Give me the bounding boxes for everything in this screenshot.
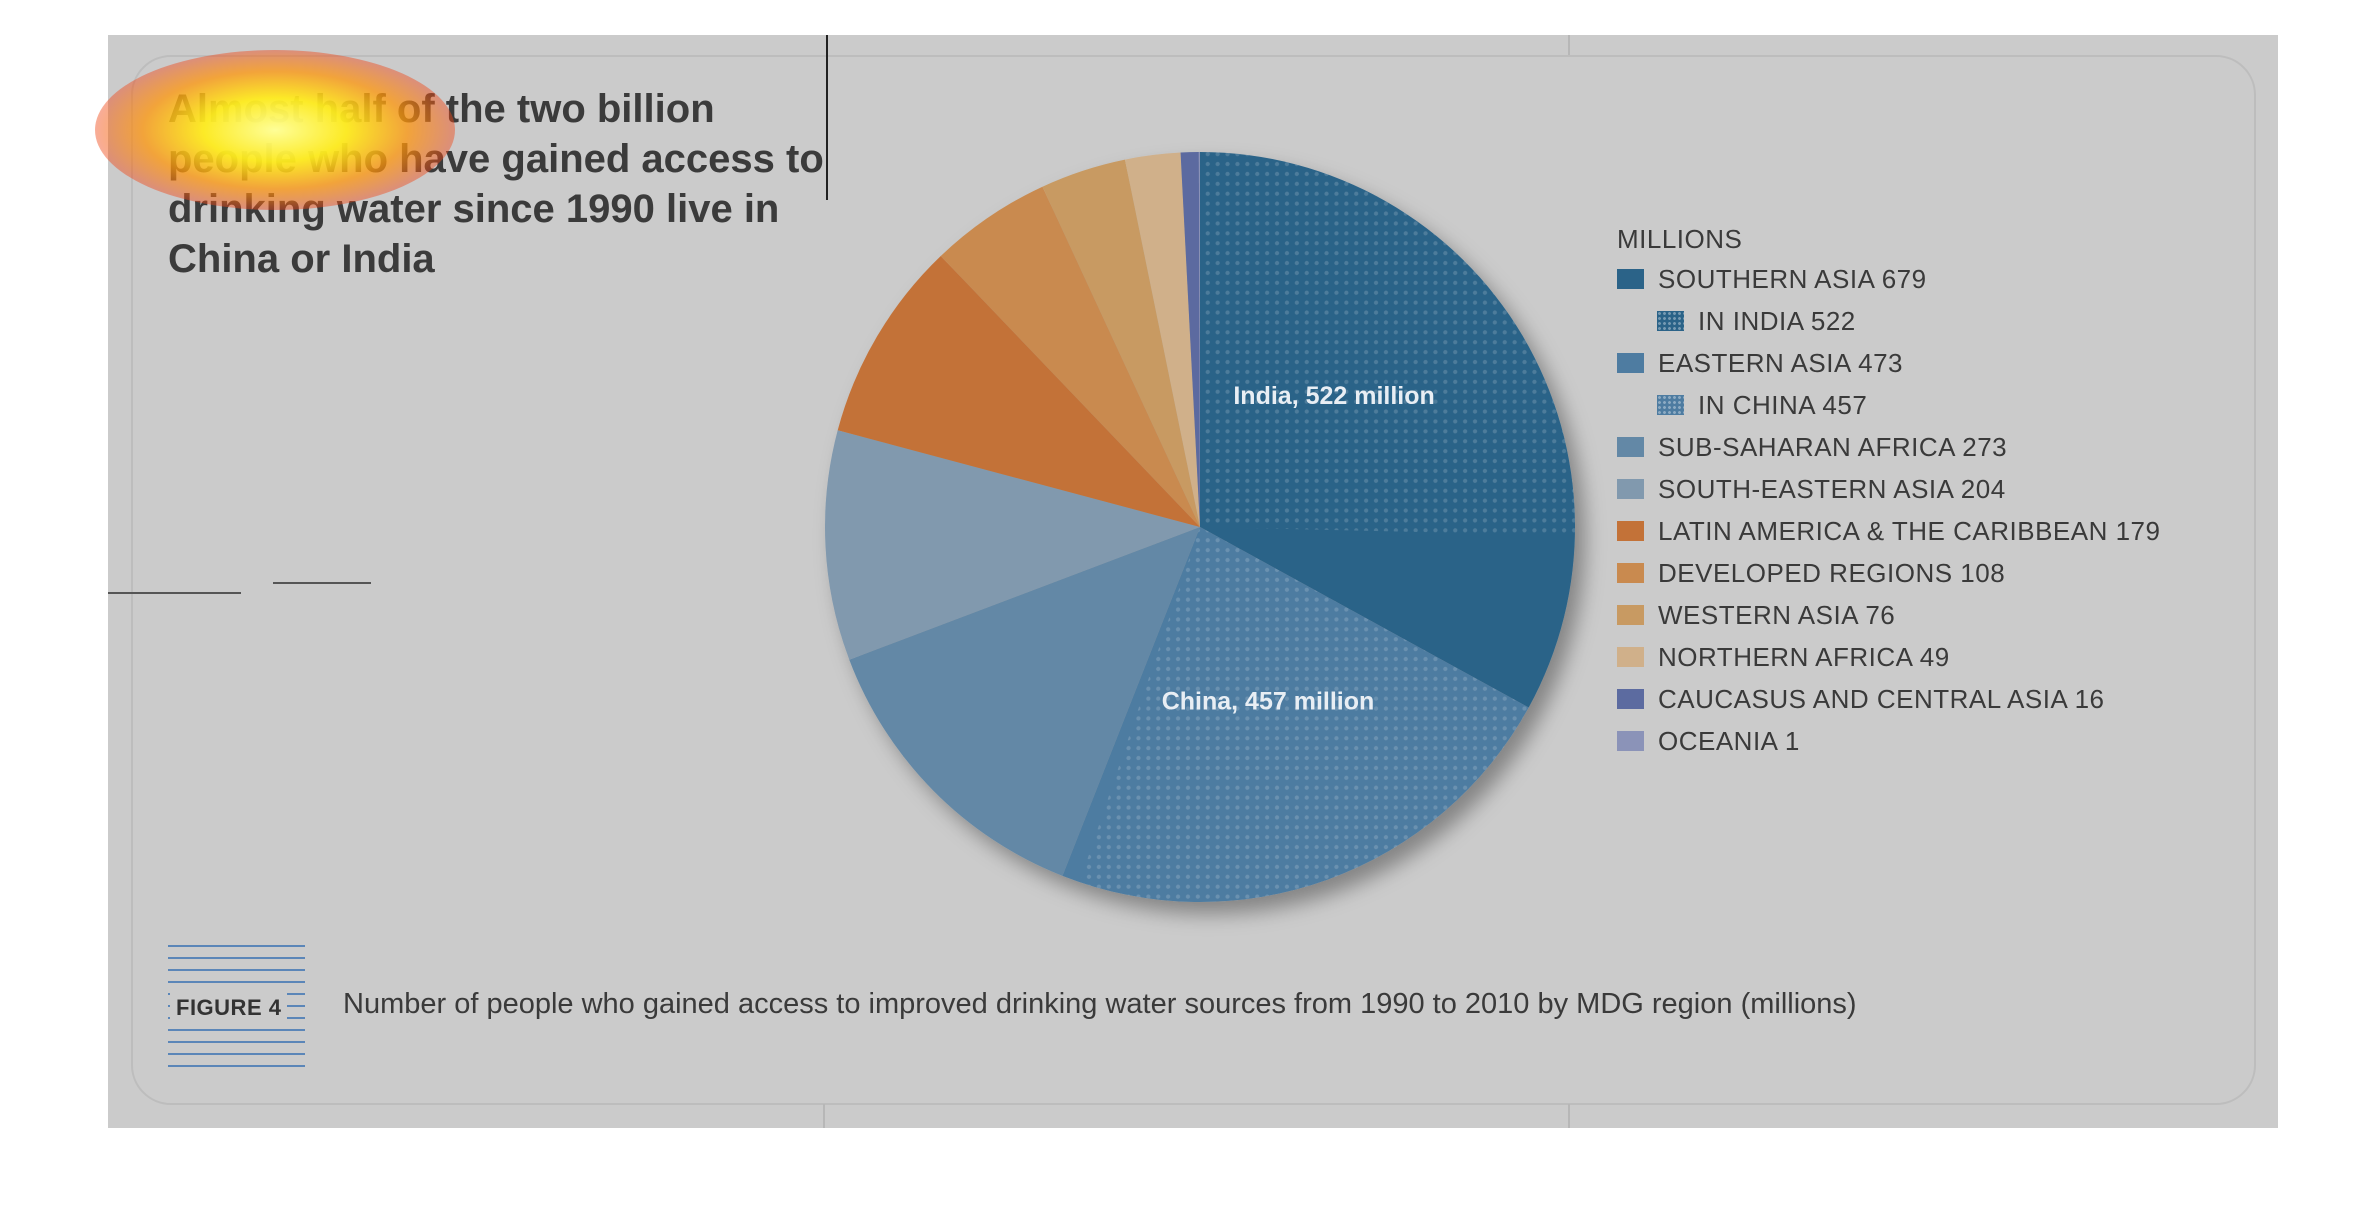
- pie-slice-developed-regions: [940, 186, 1200, 527]
- legend-swatch: [1617, 647, 1644, 667]
- legend-item: CAUCASUS AND CENTRAL ASIA 16: [1617, 678, 2267, 720]
- legend-swatch: [1617, 437, 1644, 457]
- pie-subslice-in-china: [1079, 527, 1529, 903]
- crop-mark: [1568, 35, 1570, 55]
- pie-slice-south-eastern-asia: [824, 430, 1200, 660]
- crop-mark: [823, 1104, 825, 1128]
- chart-legend: MILLIONS SOUTHERN ASIA 679 IN INDIA 522 EA…: [1617, 220, 2267, 762]
- legend-swatch: [1617, 563, 1644, 583]
- legend-item: NORTHERN AFRICA 49: [1617, 636, 2267, 678]
- legend-item: OCEANIA 1: [1617, 720, 2267, 762]
- legend-label: CAUCASUS AND CENTRAL ASIA 16: [1658, 683, 2105, 714]
- legend-swatch: [1617, 689, 1644, 709]
- legend-swatch: [1657, 311, 1684, 331]
- figure-rule-line: [168, 1029, 305, 1031]
- data-label-in-china: China, 457 million: [1162, 688, 1375, 716]
- figure-rule-line: [168, 981, 305, 983]
- legend-swatch: [1617, 353, 1644, 373]
- legend-label: SOUTHERN ASIA 679: [1658, 263, 1927, 294]
- legend-item: SOUTHERN ASIA 679: [1617, 258, 2267, 300]
- legend-label: EASTERN ASIA 473: [1658, 347, 1904, 378]
- legend-item: EASTERN ASIA 473: [1617, 342, 2267, 384]
- pie-subslice-in-india: [1200, 152, 1575, 536]
- figure-label: FIGURE 4: [170, 993, 288, 1023]
- legend-title: MILLIONS: [1617, 224, 1743, 254]
- legend-label: WESTERN ASIA 76: [1658, 599, 1896, 630]
- pie-slice-western-asia: [1042, 159, 1200, 527]
- pie-slice-northern-africa: [1124, 152, 1200, 527]
- legend-swatch: [1617, 605, 1644, 625]
- crop-mark: [108, 592, 241, 594]
- figure-rule-line: [168, 1053, 305, 1055]
- crop-mark: [273, 582, 371, 584]
- data-label-in-india: India, 522 million: [1233, 382, 1434, 410]
- pie-slice-latin-america-the-caribbean: [837, 256, 1200, 527]
- legend-swatch: [1617, 269, 1644, 289]
- figure-rule-line: [168, 957, 305, 959]
- figure-rule-line: [168, 945, 305, 947]
- legend-swatch: [1617, 479, 1644, 499]
- legend-label: DEVELOPED REGIONS 108: [1658, 557, 2006, 588]
- figure-caption: Number of people who gained access to im…: [343, 988, 1857, 1020]
- legend-swatch: [1657, 395, 1684, 415]
- legend-label: LATIN AMERICA & THE CARIBBEAN 179: [1658, 515, 2161, 546]
- pie-slice-sub-saharan-africa: [849, 527, 1200, 876]
- crop-mark: [1568, 1104, 1570, 1128]
- figure-rule-line: [168, 1065, 305, 1067]
- legend-label: SOUTH-EASTERN ASIA 204: [1658, 473, 2006, 504]
- legend-label: IN CHINA 457: [1698, 389, 1868, 420]
- legend-item: WESTERN ASIA 76: [1617, 594, 2267, 636]
- legend-item: IN CHINA 457: [1617, 384, 2267, 426]
- legend-label: OCEANIA 1: [1658, 725, 1800, 756]
- figure-frame: [131, 55, 2256, 1105]
- legend-item: DEVELOPED REGIONS 108: [1617, 552, 2267, 594]
- legend-label: SUB-SAHARAN AFRICA 273: [1658, 431, 2008, 462]
- figure-rule-line: [168, 1041, 305, 1043]
- legend-swatch: [1617, 521, 1644, 541]
- pie-slice-oceania: [1198, 151, 1200, 527]
- text-cursor-rule: [826, 35, 828, 200]
- legend-item: SUB-SAHARAN AFRICA 273: [1617, 426, 2267, 468]
- pie-slice-caucasus-and-central-asia: [1180, 152, 1200, 527]
- legend-item: SOUTH-EASTERN ASIA 204: [1617, 468, 2267, 510]
- legend-label: IN INDIA 522: [1698, 305, 1856, 336]
- legend-item: LATIN AMERICA & THE CARIBBEAN 179: [1617, 510, 2267, 552]
- legend-swatch: [1617, 731, 1644, 751]
- figure-rule-line: [168, 969, 305, 971]
- legend-item: IN INDIA 522: [1617, 300, 2267, 342]
- legend-label: NORTHERN AFRICA 49: [1658, 641, 1950, 672]
